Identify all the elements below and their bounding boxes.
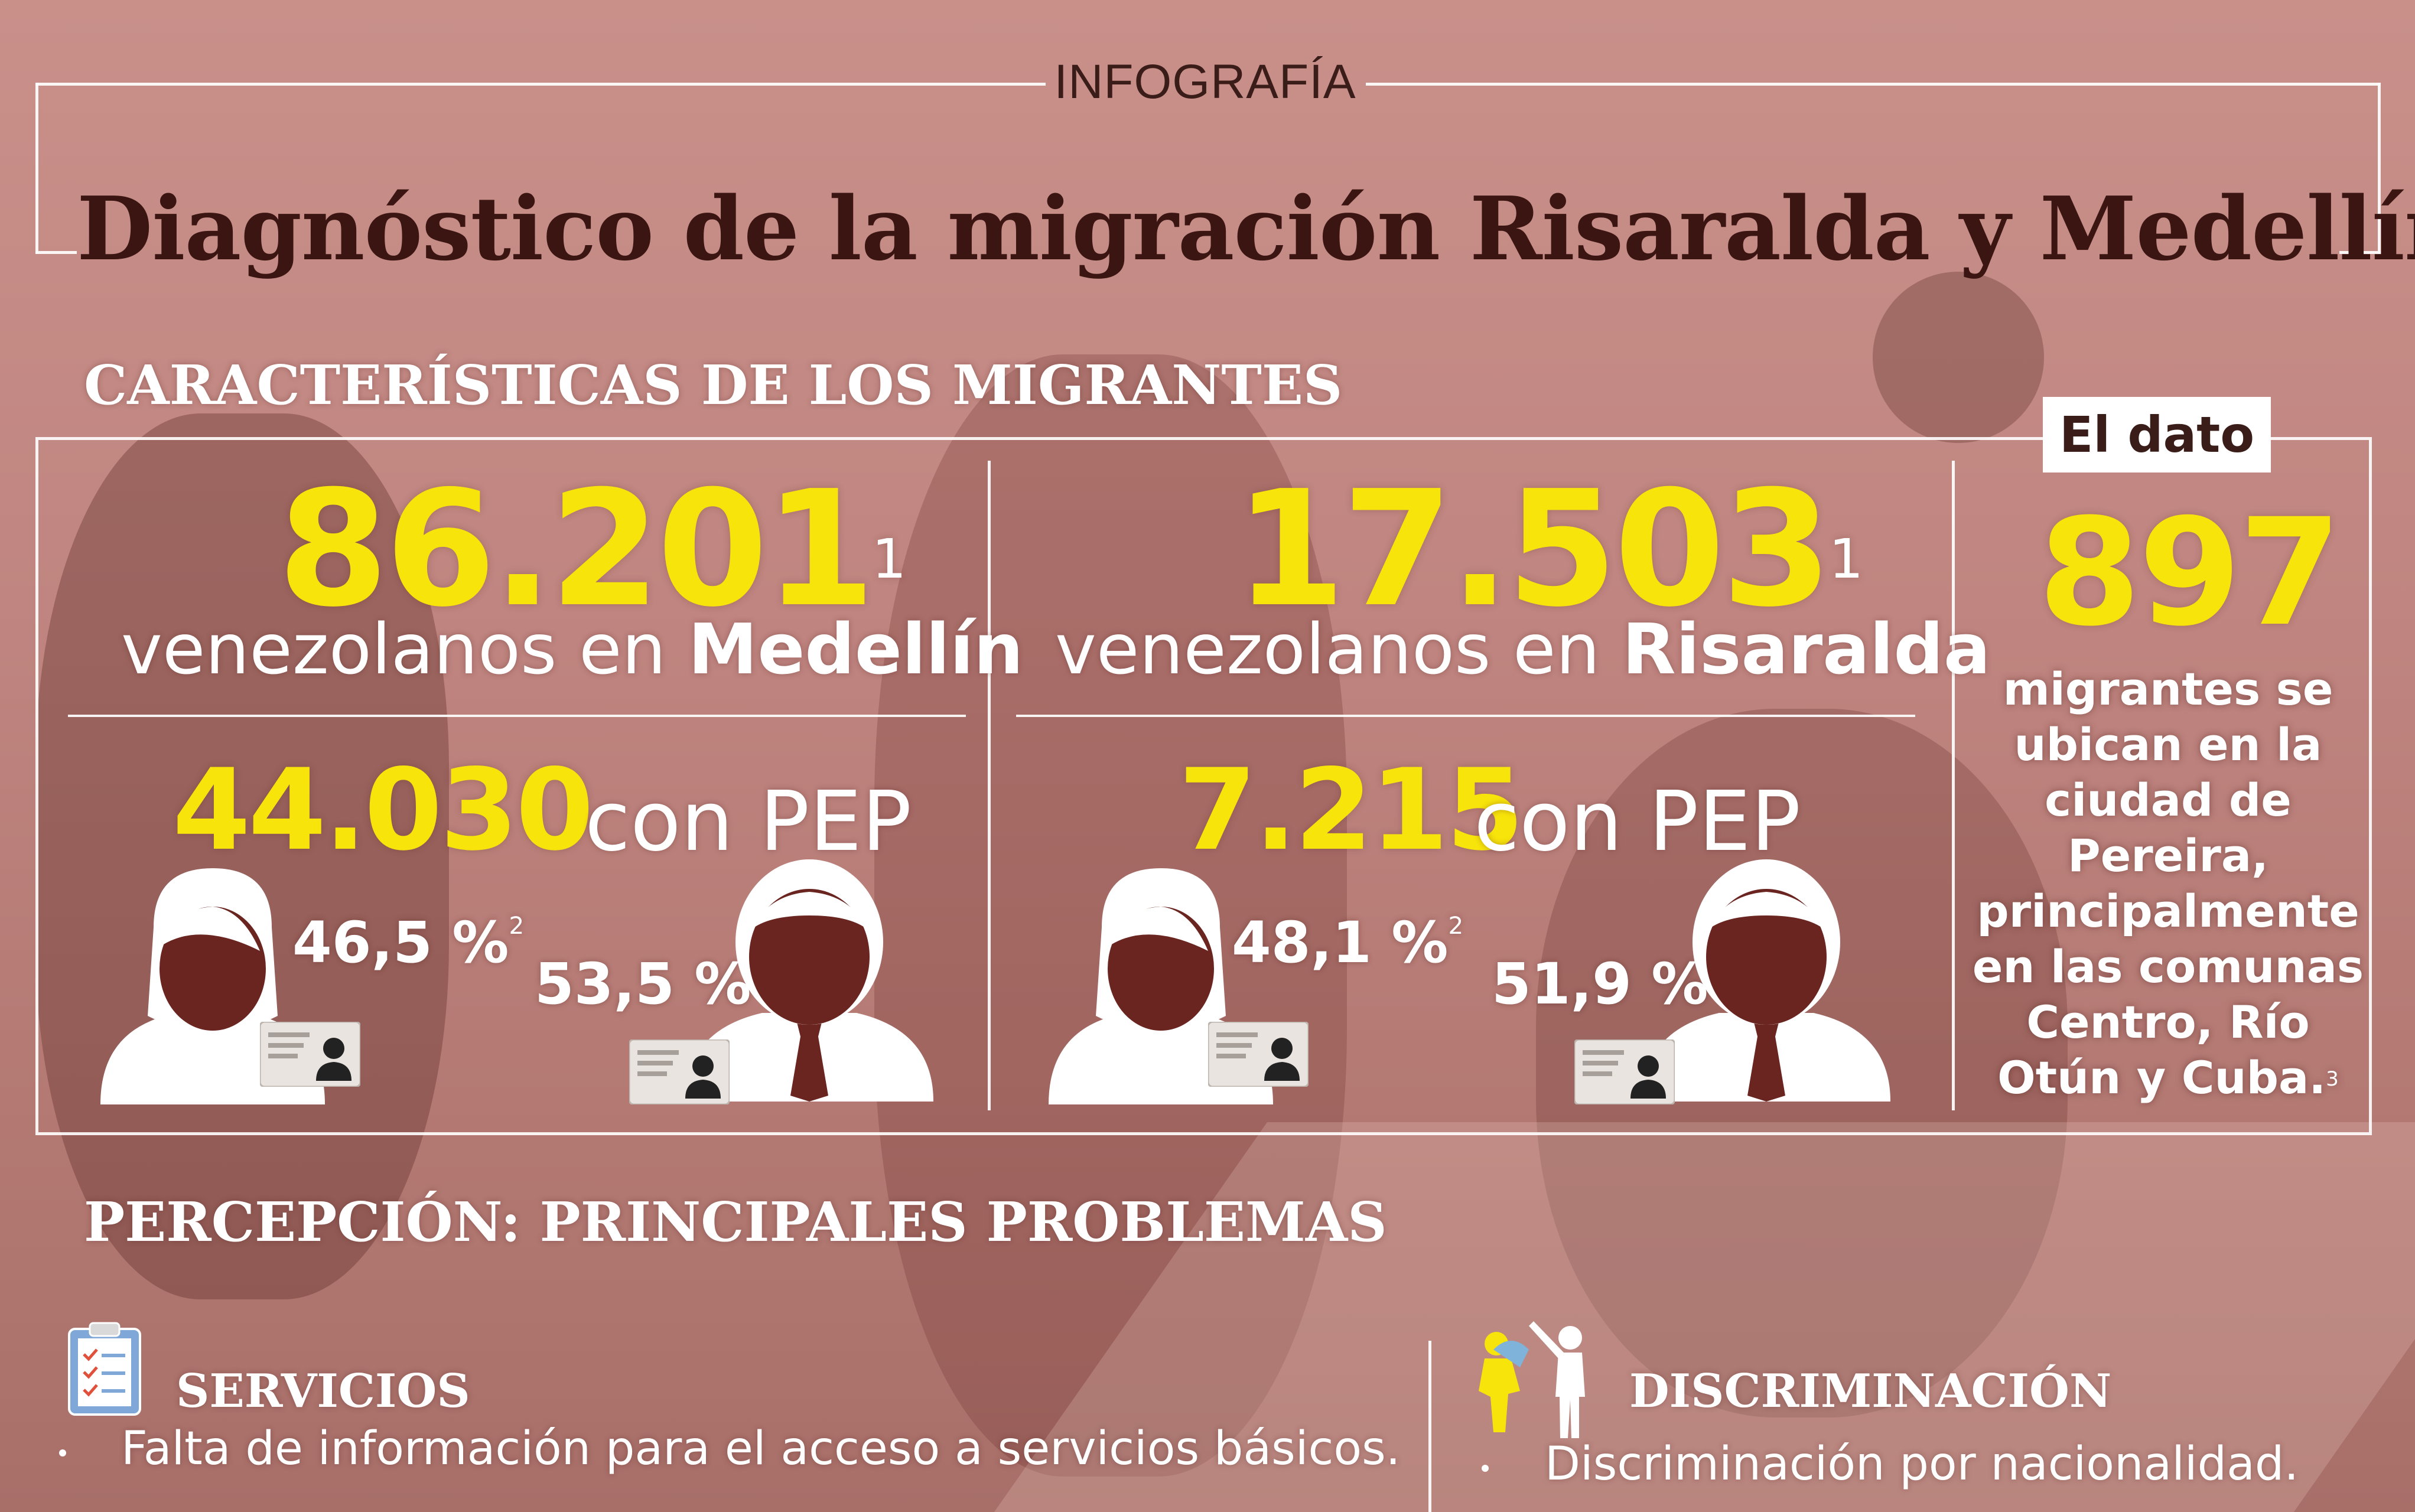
divider-horizontal-risaralda <box>1016 715 1915 717</box>
id-card-icon <box>1208 1022 1309 1087</box>
servicios-item: Falta de información para el acceso a se… <box>121 1422 1401 1475</box>
medellin-pep: 44.030 <box>172 745 594 875</box>
section-heading-percepcion: PERCEPCIÓN: PRINCIPALES PROBLEMAS <box>84 1190 1387 1254</box>
discriminacion-item: Discriminación por nacionalidad. <box>1545 1438 2299 1491</box>
risaralda-male-pct-value: 51,9 % <box>1492 951 1708 1017</box>
dato-value: 897 <box>2038 487 2342 659</box>
id-card-icon <box>260 1022 360 1087</box>
risaralda-pep-value: 7.215 <box>1179 745 1524 875</box>
medellin-total-ref: 1 <box>871 527 907 591</box>
frame-left-vertical <box>35 83 38 254</box>
dato-ref: 3 <box>2326 1067 2339 1091</box>
risaralda-female-pct: 48,1 %2 <box>1232 910 1463 976</box>
background-figure <box>35 413 449 1299</box>
medellin-total: 86.2011 <box>278 461 906 638</box>
frame-top-right <box>1366 83 2381 86</box>
risaralda-caption: venezolanos en Risaralda <box>1055 608 1990 690</box>
male-icon <box>685 859 933 1102</box>
risaralda-total-ref: 1 <box>1828 527 1864 591</box>
section-heading-caracteristicas: CARACTERÍSTICAS DE LOS MIGRANTES <box>84 353 1343 417</box>
discriminacion-heading: DISCRIMINACIÓN <box>1629 1364 2112 1418</box>
background-sign <box>1873 272 2044 443</box>
medellin-male-pct-value: 53,5 % <box>535 951 751 1017</box>
clipboard-icon <box>68 1322 141 1416</box>
medellin-caption: venezolanos en Medellín <box>121 608 1023 690</box>
divider-vertical-2 <box>1952 461 1955 1110</box>
page-title: Diagnóstico de la migración Risaralda y … <box>77 177 2415 280</box>
servicios-heading: SERVICIOS <box>176 1364 470 1418</box>
frame-top-left <box>35 83 1046 86</box>
medellin-pep-value: 44.030 <box>172 745 594 875</box>
risaralda-female-ref: 2 <box>1448 912 1464 940</box>
id-card-icon <box>1574 1040 1675 1104</box>
male-icon <box>1642 859 1890 1102</box>
divider-percepcion <box>1428 1341 1431 1512</box>
dato-text-body: migrantes se ubican en la ciudad de Pere… <box>1972 663 2364 1104</box>
medellin-caption-place: Medellín <box>688 608 1024 690</box>
risaralda-caption-place: Risaralda <box>1622 608 1991 690</box>
frame-left-foot <box>35 251 77 254</box>
id-card-icon <box>629 1040 730 1104</box>
risaralda-female-pct-value: 48,1 % <box>1232 910 1449 976</box>
medellin-pep-label: con PEP <box>585 774 912 870</box>
risaralda-male-pct: 51,9 %2 <box>1492 951 1723 1017</box>
medellin-total-value: 86.201 <box>278 456 875 642</box>
medellin-female-pct-value: 46,5 % <box>292 910 509 976</box>
discriminacion-bullet <box>1482 1465 1489 1472</box>
medellin-female-pct: 46,5 %2 <box>292 910 524 976</box>
risaralda-total-value: 17.503 <box>1235 456 1833 642</box>
discrimination-icon <box>1479 1321 1585 1438</box>
medellin-caption-prefix: venezolanos en <box>121 608 688 690</box>
female-icon <box>100 868 325 1104</box>
frame-right-foot <box>2339 251 2381 254</box>
el-dato-badge: El dato <box>2043 397 2271 472</box>
dato-text: migrantes se ubican en la ciudad de Pere… <box>1967 662 2369 1106</box>
divider-horizontal-medellin <box>68 715 966 717</box>
caracteristicas-box <box>35 437 2372 1135</box>
risaralda-caption-prefix: venezolanos en <box>1055 608 1622 690</box>
risaralda-total: 17.5031 <box>1235 461 1863 638</box>
divider-vertical-1 <box>988 461 991 1110</box>
servicios-bullet <box>59 1449 66 1456</box>
frame-right-vertical <box>2378 83 2381 254</box>
infografia-label: INFOGRAFÍA <box>1054 55 1356 109</box>
medellin-female-ref: 2 <box>509 912 525 940</box>
risaralda-pep: 7.215 <box>1179 745 1524 875</box>
risaralda-pep-label: con PEP <box>1474 774 1801 870</box>
